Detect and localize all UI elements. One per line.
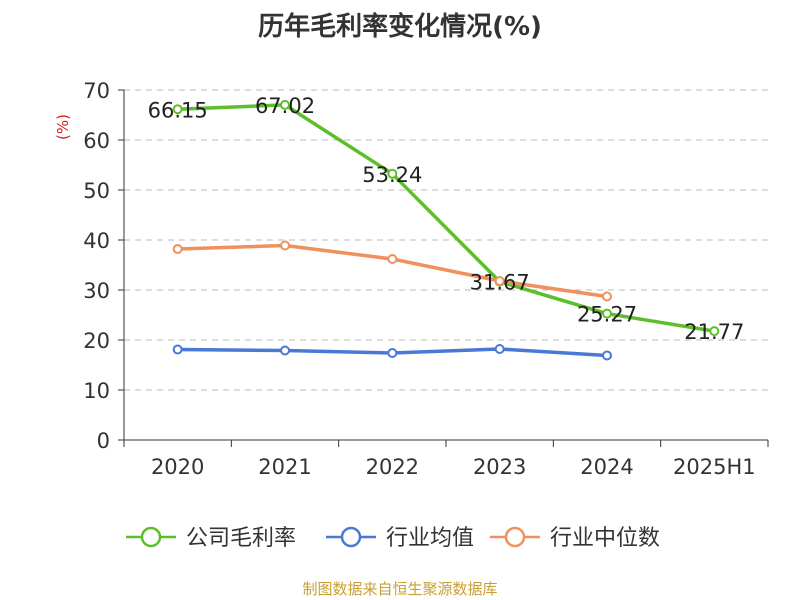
- grid-lines: [124, 89, 768, 391]
- chart-title: 历年毛利率变化情况(%): [258, 12, 542, 42]
- y-tick-label: 50: [83, 179, 110, 203]
- data-point: [494, 276, 505, 286]
- legend-marker: [340, 526, 362, 548]
- data-point: [387, 254, 398, 264]
- data-point: [387, 348, 398, 358]
- legend: 公司毛利率 行业均值 行业中位数: [126, 526, 660, 551]
- data-label: 21.77: [684, 320, 744, 344]
- data-point: [280, 345, 290, 356]
- y-tick-label: 40: [83, 229, 110, 253]
- x-tick-label: 2024: [580, 455, 633, 479]
- y-tick-label: 70: [83, 79, 110, 103]
- data-point: [387, 168, 398, 179]
- x-tick-label: 2022: [366, 455, 419, 479]
- data-point: [494, 344, 505, 354]
- data-point: [709, 326, 720, 337]
- y-tick-label: 20: [83, 329, 110, 353]
- series-line-2: [177, 243, 608, 299]
- data-label: 25.27: [577, 303, 637, 327]
- source-note: 制图数据来自恒生聚源数据库: [302, 580, 498, 598]
- line-chart: 0 10 20 30 40 50 60 70 2020 2021 2022 2023 2024 2025H…: [54, 79, 769, 551]
- data-label: 66.15: [148, 98, 208, 122]
- data-point: [172, 344, 183, 355]
- legend-label: 公司毛利率: [186, 526, 296, 551]
- x-tick-label: 2023: [473, 455, 526, 479]
- legend-marker: [140, 526, 162, 548]
- series-line-0: [177, 103, 715, 333]
- y-tick-label: 30: [83, 279, 110, 303]
- legend-label: 行业中位数: [550, 526, 660, 551]
- x-tick-label: 2025H1: [673, 455, 756, 479]
- data-point: [602, 308, 612, 319]
- data-point: [280, 99, 290, 110]
- data-labels: 66.15 67.02 53.24 31.67 25.27 21.77: [148, 94, 745, 344]
- y-tick-label: 0: [97, 429, 110, 453]
- data-point: [172, 104, 183, 115]
- data-point: [280, 240, 290, 251]
- axes: 0 10 20 30 40 50 60 70 2020 2021 2022 2023 2024 2025H…: [83, 79, 769, 479]
- data-point: [602, 291, 612, 302]
- x-tick-label: 2021: [258, 455, 311, 479]
- legend-marker: [504, 526, 526, 548]
- data-label: 67.02: [255, 94, 315, 118]
- data-point: [602, 350, 612, 361]
- series-lines: [172, 99, 720, 361]
- data-point: [172, 244, 183, 254]
- x-tick-label: 2020: [151, 455, 204, 479]
- legend-label: 行业均值: [386, 526, 474, 551]
- data-label: 53.24: [362, 163, 422, 187]
- y-tick-label: 10: [83, 379, 110, 403]
- y-tick-label: 60: [83, 129, 110, 153]
- data-label: 31.67: [470, 271, 530, 295]
- y-axis-label: (%): [54, 114, 72, 140]
